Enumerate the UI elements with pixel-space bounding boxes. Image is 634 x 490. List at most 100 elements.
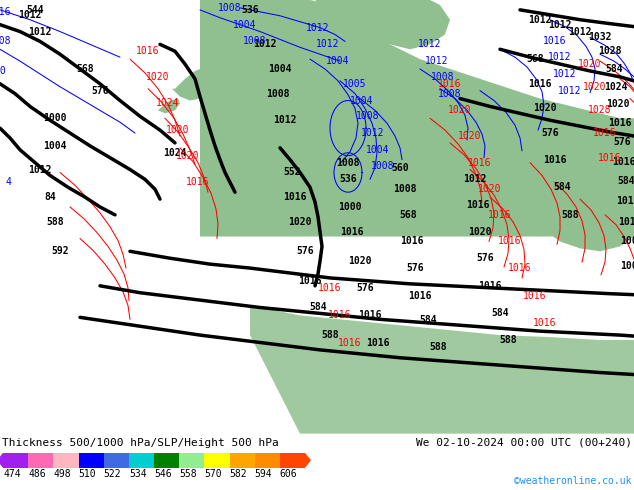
Text: 1016: 1016 [598, 153, 622, 163]
Text: 1000: 1000 [339, 202, 362, 212]
Text: 1020: 1020 [533, 103, 557, 113]
Text: 1012: 1012 [18, 10, 42, 20]
Text: 1016: 1016 [478, 281, 501, 291]
Text: 1008: 1008 [431, 72, 455, 82]
Text: 1016: 1016 [612, 157, 634, 167]
Text: 544: 544 [26, 5, 44, 15]
Text: 1012: 1012 [568, 26, 592, 37]
Text: 1008: 1008 [438, 89, 462, 98]
Polygon shape [250, 306, 634, 434]
Bar [255, 453, 280, 468]
Bar [204, 453, 230, 468]
Bar [3, 453, 28, 468]
Text: 534: 534 [129, 469, 146, 479]
Text: 1020: 1020 [606, 99, 630, 109]
Text: 1028: 1028 [588, 105, 612, 115]
Text: 1016: 1016 [466, 200, 489, 210]
Text: 588: 588 [46, 217, 64, 227]
Text: 1016: 1016 [186, 177, 210, 187]
Text: 1012: 1012 [618, 217, 634, 227]
Text: 1016: 1016 [528, 79, 552, 89]
Bar [104, 453, 129, 468]
Polygon shape [200, 0, 634, 237]
Bar [28, 453, 53, 468]
Text: 576: 576 [91, 86, 109, 96]
Text: 588: 588 [499, 335, 517, 345]
Text: 1032: 1032 [588, 32, 612, 43]
Text: 1024: 1024 [156, 98, 180, 108]
Text: 536: 536 [339, 174, 357, 184]
Text: 1016: 1016 [608, 118, 631, 128]
Text: 522: 522 [104, 469, 121, 479]
Text: 576: 576 [613, 137, 631, 147]
Text: 510: 510 [79, 469, 96, 479]
Bar [280, 453, 305, 468]
Text: 1020: 1020 [578, 59, 602, 69]
Polygon shape [520, 113, 634, 251]
Text: 1008: 1008 [218, 3, 242, 13]
Text: 1012: 1012 [548, 52, 572, 62]
Text: 1016: 1016 [400, 237, 424, 246]
Text: 4: 4 [5, 177, 11, 187]
Text: 606: 606 [280, 469, 297, 479]
Text: 1012: 1012 [616, 196, 634, 206]
Text: 1016: 1016 [298, 276, 321, 286]
Bar [79, 453, 104, 468]
Polygon shape [172, 67, 215, 100]
Text: 568: 568 [526, 54, 544, 64]
Text: 1004: 1004 [268, 64, 292, 74]
Text: 00: 00 [0, 66, 6, 76]
Text: 1024: 1024 [163, 148, 187, 158]
Text: 584: 584 [553, 182, 571, 192]
Bar [179, 453, 204, 468]
Text: 1020: 1020 [458, 131, 482, 141]
Text: 1012: 1012 [548, 20, 572, 29]
Text: 592: 592 [51, 246, 69, 256]
Text: 1016: 1016 [339, 338, 362, 348]
Text: 1008: 1008 [266, 89, 290, 98]
Polygon shape [0, 453, 3, 468]
Text: 582: 582 [230, 469, 247, 479]
Text: 1012: 1012 [253, 39, 277, 49]
Bar [230, 453, 255, 468]
Text: 584: 584 [309, 302, 327, 313]
Text: 576: 576 [406, 263, 424, 273]
Text: 1008: 1008 [336, 158, 359, 168]
Bar [154, 453, 179, 468]
Text: 84: 84 [44, 192, 56, 202]
Text: 594: 594 [255, 469, 272, 479]
Text: 1004: 1004 [350, 96, 374, 105]
Text: 1016: 1016 [318, 283, 342, 293]
Text: 1012: 1012 [553, 69, 577, 79]
Text: 1016: 1016 [488, 210, 512, 220]
Text: 1016: 1016 [508, 263, 532, 273]
Text: 1012: 1012 [316, 39, 340, 49]
Text: 568: 568 [399, 210, 417, 220]
Text: 1020: 1020 [288, 217, 312, 227]
Text: 1016: 1016 [543, 36, 567, 47]
Text: 1016: 1016 [533, 318, 557, 328]
Polygon shape [158, 98, 180, 113]
Text: 1016: 1016 [593, 128, 617, 138]
Text: 1012: 1012 [273, 115, 297, 125]
Text: 1016: 1016 [358, 310, 382, 320]
Text: 576: 576 [296, 246, 314, 256]
Text: 1008: 1008 [243, 36, 267, 47]
Text: 1020: 1020 [166, 125, 190, 135]
Text: 1020: 1020 [448, 105, 472, 115]
Text: 536: 536 [241, 5, 259, 15]
Text: 588: 588 [561, 210, 579, 220]
Text: 1008: 1008 [620, 261, 634, 271]
Polygon shape [310, 0, 450, 49]
Text: 1012: 1012 [361, 128, 385, 138]
Text: 486: 486 [28, 469, 46, 479]
Text: 1016: 1016 [438, 79, 462, 89]
Text: 1016: 1016 [498, 237, 522, 246]
Text: 546: 546 [154, 469, 172, 479]
Text: 1012: 1012 [463, 174, 487, 184]
Text: 1028: 1028 [598, 46, 622, 56]
Text: 1008: 1008 [372, 161, 395, 171]
Text: We 02-10-2024 00:00 UTC (00+240): We 02-10-2024 00:00 UTC (00+240) [416, 438, 632, 448]
Text: 1020: 1020 [146, 72, 170, 82]
Text: 552: 552 [283, 168, 301, 177]
